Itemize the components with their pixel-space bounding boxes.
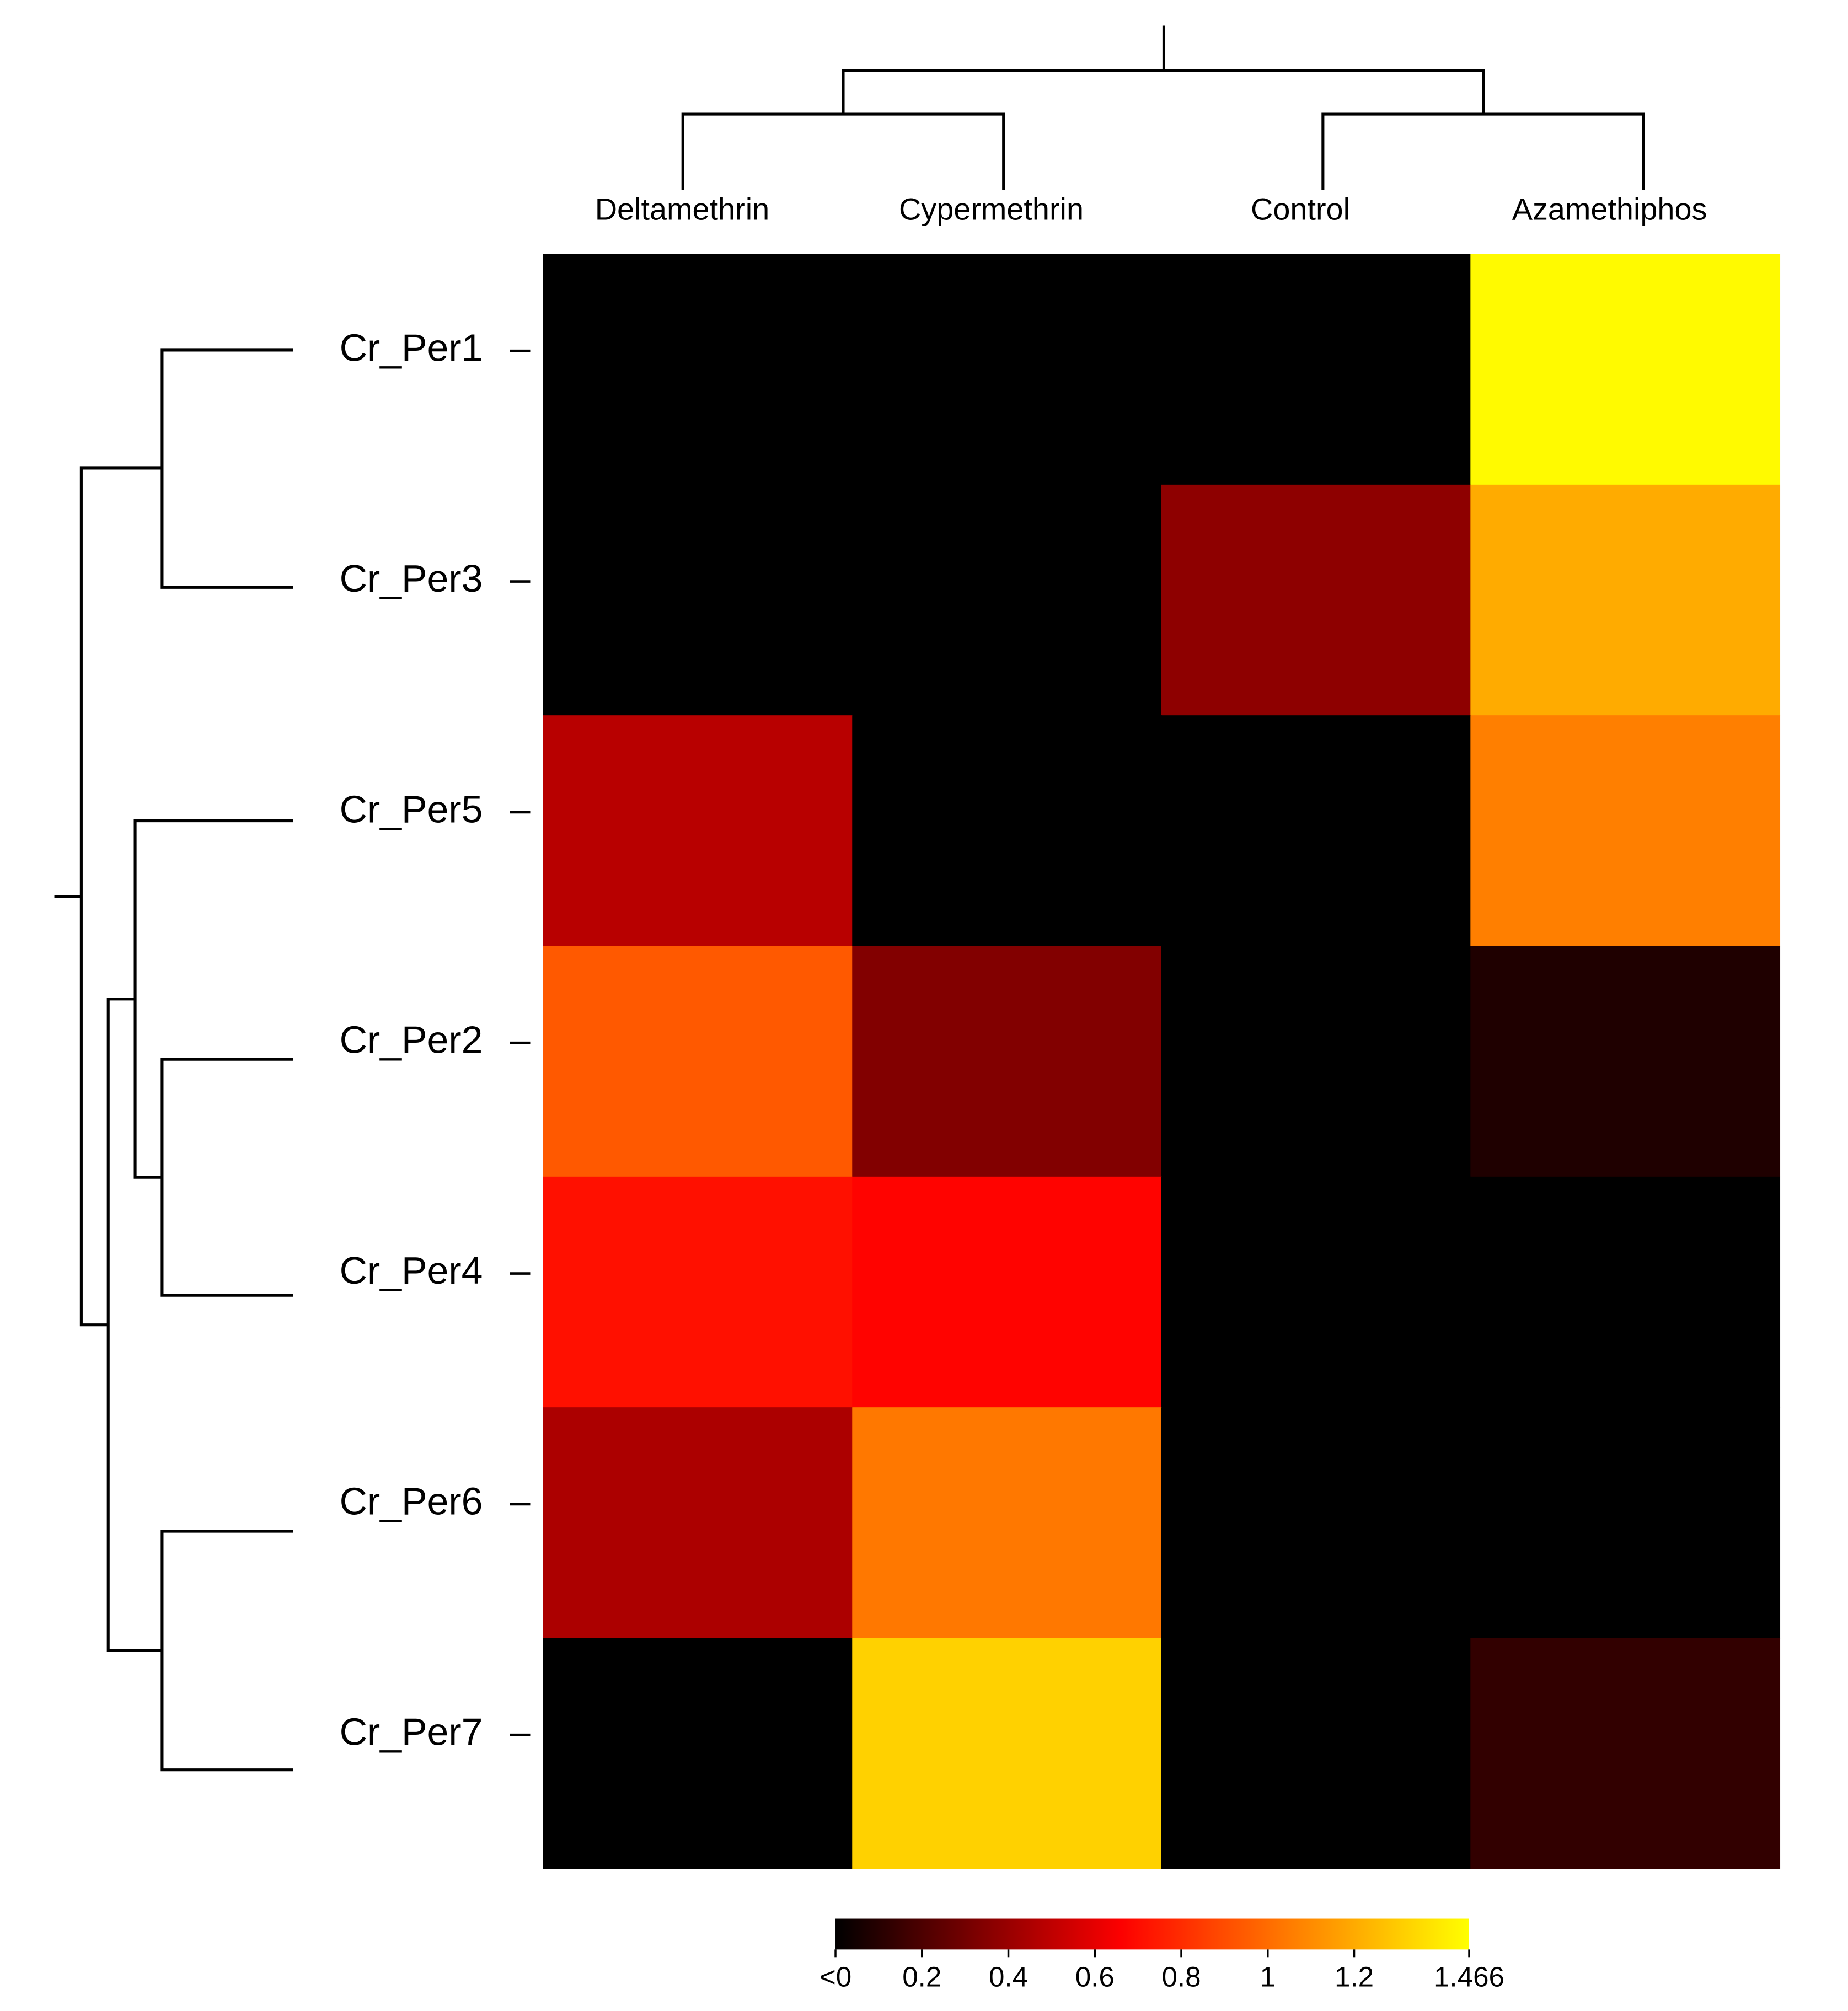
heatmap-cell bbox=[852, 484, 1162, 716]
row-label: Cr_Per2 bbox=[340, 1018, 483, 1061]
column-label: Cypermethrin bbox=[899, 192, 1084, 227]
heatmap-cell bbox=[1470, 1407, 1781, 1639]
heatmap-cell bbox=[1161, 1407, 1471, 1639]
colorbar-tick-label: 0.6 bbox=[1075, 1961, 1115, 1992]
heatmap-cell bbox=[1161, 946, 1471, 1178]
colorbar-tick-label: 0.8 bbox=[1161, 1961, 1201, 1992]
heatmap-cell bbox=[852, 1638, 1162, 1869]
heatmap-cell bbox=[1161, 1638, 1471, 1869]
column-label: Azamethiphos bbox=[1512, 192, 1707, 227]
colorbar bbox=[835, 1918, 1470, 1950]
heatmap-cell bbox=[1470, 484, 1781, 716]
row-label: Cr_Per1 bbox=[340, 326, 483, 369]
row-label: Cr_Per5 bbox=[340, 787, 483, 830]
colorbar-tick-label: 1.466 bbox=[1434, 1961, 1504, 1992]
heatmap-cell bbox=[543, 1407, 853, 1639]
heatmap-cell bbox=[1161, 484, 1471, 716]
heatmap-cell bbox=[852, 715, 1162, 947]
heatmap-cell bbox=[1161, 254, 1471, 486]
row-label: Cr_Per3 bbox=[340, 557, 483, 600]
column-dendrogram bbox=[681, 25, 1645, 190]
colorbar-tick-label: 0.4 bbox=[989, 1961, 1028, 1992]
heatmap-cell bbox=[852, 1176, 1162, 1408]
heatmap-cell bbox=[1470, 946, 1781, 1178]
colorbar-tick-label: 1 bbox=[1260, 1961, 1276, 1992]
colorbar-tick-label: 1.2 bbox=[1335, 1961, 1374, 1992]
heatmap-cell bbox=[543, 946, 853, 1178]
heatmap-cell bbox=[543, 484, 853, 716]
heatmap-cell bbox=[1470, 254, 1781, 486]
heatmap-cell bbox=[852, 946, 1162, 1178]
colorbar-tick-label: 0.2 bbox=[902, 1961, 941, 1992]
heatmap-cell bbox=[852, 1407, 1162, 1639]
row-label: Cr_Per6 bbox=[340, 1479, 483, 1522]
heatmap-cell bbox=[1470, 1638, 1781, 1869]
heatmap-cell bbox=[1470, 715, 1781, 947]
heatmap-cell bbox=[543, 715, 853, 947]
heatmap-cell bbox=[543, 254, 853, 486]
column-label: Deltamethrin bbox=[595, 192, 769, 227]
column-label: Control bbox=[1251, 192, 1350, 227]
heatmap-cell bbox=[1161, 715, 1471, 947]
row-label: Cr_Per7 bbox=[340, 1710, 483, 1753]
heatmap bbox=[543, 254, 1781, 1869]
row-dendrogram bbox=[54, 348, 293, 1772]
colorbar-tick-label: <0 bbox=[819, 1961, 851, 1992]
heatmap-cell bbox=[1161, 1176, 1471, 1408]
heatmap-cell bbox=[543, 1638, 853, 1869]
heatmap-cell bbox=[543, 1176, 853, 1408]
heatmap-cell bbox=[1470, 1176, 1781, 1408]
heatmap-cell bbox=[852, 254, 1162, 486]
row-label: Cr_Per4 bbox=[340, 1249, 483, 1292]
